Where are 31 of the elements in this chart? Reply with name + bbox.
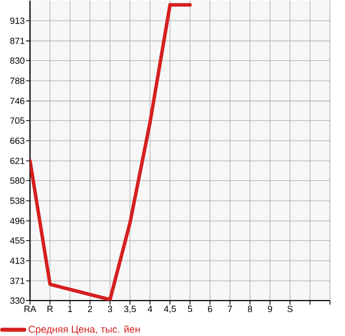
line-series	[30, 3, 192, 301]
y-tick-label: 371	[10, 278, 24, 284]
y-tick-label: 455	[10, 237, 24, 244]
legend-label: Средняя Цена, тыс. йен	[28, 325, 140, 335]
x-tick-label: S	[287, 306, 293, 312]
y-tick-label: 788	[10, 77, 24, 84]
x-tick-label: R	[48, 306, 53, 312]
x-tick-label: 1	[68, 306, 72, 312]
x-tick-label: 3,5	[124, 306, 136, 314]
x-tick-label: 3	[108, 306, 112, 312]
y-tick-label: 538	[10, 197, 24, 204]
y-tick-label: 580	[10, 177, 24, 184]
x-tick-label: 6	[208, 306, 212, 312]
y-tick-label: 913	[10, 18, 24, 24]
x-tick-label: 2	[88, 306, 92, 312]
y-tick-label: 871	[10, 38, 24, 44]
x-tick-label: 8	[248, 306, 252, 312]
y-tick-label: 330	[10, 297, 24, 304]
y-tick-label: 663	[10, 137, 24, 144]
x-tick-label: RA	[24, 306, 36, 312]
y-tick-label: 746	[10, 98, 24, 104]
x-tick-label: 7	[228, 306, 232, 312]
y-tick-label: 413	[10, 257, 24, 264]
y-tick-label: 705	[10, 117, 24, 124]
x-tick-label: 9	[268, 306, 272, 312]
x-tick-label: 4,5	[164, 306, 176, 314]
y-tick-label: 496	[10, 218, 24, 224]
y-tick-label: 830	[10, 57, 24, 64]
x-tick-label: 5	[188, 306, 192, 312]
x-tick-label: 4	[148, 306, 152, 312]
y-tick-label: 621	[10, 158, 24, 164]
